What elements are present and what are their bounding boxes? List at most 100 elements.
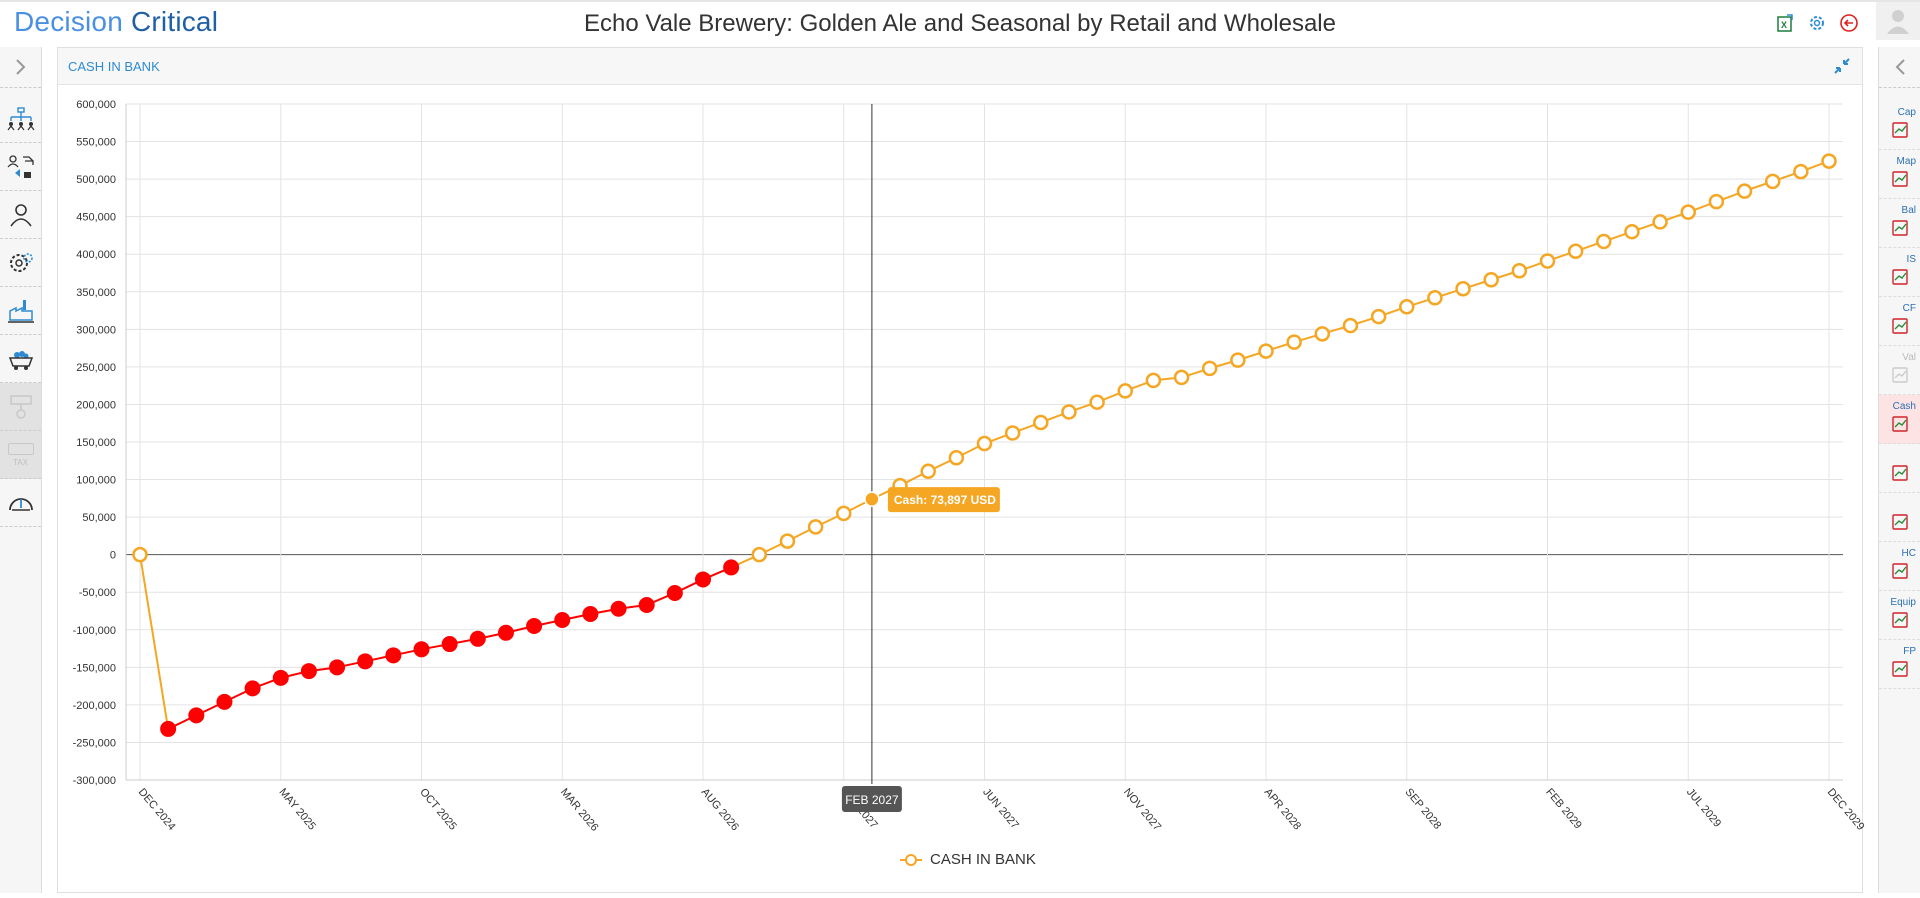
- data-point[interactable]: [1624, 223, 1640, 240]
- data-point[interactable]: [1652, 214, 1668, 230]
- data-point[interactable]: [1596, 233, 1612, 250]
- data-point[interactable]: [357, 653, 374, 670]
- settings-icon[interactable]: [1806, 12, 1828, 34]
- data-point[interactable]: [1258, 343, 1274, 359]
- data-point[interactable]: [1370, 308, 1387, 325]
- map-icon[interactable]: Map: [1879, 150, 1920, 199]
- org-chart-icon[interactable]: [0, 95, 41, 143]
- data-point[interactable]: [1708, 193, 1725, 210]
- data-point[interactable]: [948, 450, 965, 466]
- balance-sheet-icon[interactable]: Bal: [1879, 199, 1920, 248]
- expand-right-sidebar-button[interactable]: [1879, 47, 1920, 88]
- data-point[interactable]: [1314, 326, 1331, 342]
- data-point[interactable]: [329, 659, 346, 676]
- data-point[interactable]: [779, 533, 796, 549]
- income-statement-icon[interactable]: IS: [1879, 248, 1920, 297]
- data-point[interactable]: [469, 630, 486, 647]
- data-point[interactable]: [1680, 204, 1696, 220]
- financial-plan-icon[interactable]: FP: [1879, 640, 1920, 689]
- data-point[interactable]: [1173, 369, 1190, 386]
- data-point[interactable]: [1483, 272, 1499, 288]
- data-point[interactable]: [695, 571, 711, 588]
- data-point[interactable]: [272, 669, 289, 686]
- legend-marker-icon: [900, 853, 922, 866]
- data-point[interactable]: [1821, 153, 1837, 169]
- chart-legend[interactable]: CASH IN BANK: [900, 851, 1036, 868]
- data-point[interactable]: [1117, 383, 1133, 399]
- assets-icon[interactable]: [0, 383, 41, 431]
- data-point[interactable]: [610, 600, 627, 617]
- data-point[interactable]: [300, 663, 317, 680]
- y-tick-label: -200,000: [73, 700, 116, 712]
- cap-table-icon[interactable]: Cap: [1879, 101, 1920, 150]
- data-point[interactable]: [132, 546, 148, 563]
- data-point[interactable]: [1427, 290, 1443, 306]
- data-point[interactable]: [1201, 360, 1218, 377]
- dashboard-gauge-icon[interactable]: [0, 479, 41, 527]
- y-tick-label: -300,000: [73, 775, 116, 787]
- settings-gear-icon[interactable]: [0, 239, 41, 287]
- headcount-chart-icon[interactable]: HC: [1879, 542, 1920, 591]
- data-point[interactable]: [413, 641, 430, 658]
- cash-chart-icon[interactable]: Cash: [1879, 395, 1920, 444]
- x-tick-label: DEC 2024: [136, 786, 178, 833]
- data-point[interactable]: [751, 546, 768, 563]
- excel-export-icon[interactable]: X: [1774, 12, 1796, 34]
- data-point[interactable]: [1567, 243, 1584, 259]
- data-point[interactable]: [1004, 425, 1021, 441]
- expand-left-sidebar-button[interactable]: [0, 47, 41, 88]
- data-point[interactable]: [554, 612, 571, 629]
- data-point[interactable]: [1736, 183, 1753, 199]
- data-point[interactable]: [441, 636, 458, 653]
- data-point[interactable]: [638, 596, 655, 613]
- people-flow-icon[interactable]: [0, 143, 41, 191]
- legend-label: CASH IN BANK: [930, 851, 1036, 868]
- data-point[interactable]: [1399, 299, 1415, 315]
- data-point[interactable]: [188, 707, 205, 724]
- data-point-highlighted[interactable]: [864, 491, 880, 507]
- factory-icon[interactable]: [0, 287, 41, 335]
- data-point[interactable]: [1033, 414, 1049, 431]
- data-point[interactable]: [385, 647, 402, 664]
- data-point[interactable]: [526, 618, 543, 635]
- data-point[interactable]: [1145, 372, 1162, 389]
- data-point[interactable]: [920, 463, 936, 480]
- x-tick-label: AUG 2026: [699, 786, 741, 833]
- data-point[interactable]: [1342, 317, 1359, 334]
- logo[interactable]: Decision Critical: [14, 6, 218, 38]
- avatar[interactable]: [1876, 2, 1920, 40]
- valuation-icon[interactable]: Val: [1879, 346, 1920, 395]
- tax-icon[interactable]: TAX: [0, 431, 41, 479]
- data-point[interactable]: [666, 584, 683, 601]
- data-point[interactable]: [1764, 173, 1781, 190]
- data-point[interactable]: [216, 693, 233, 710]
- equipment-chart-icon[interactable]: Equip: [1879, 591, 1920, 640]
- data-point[interactable]: [1539, 253, 1556, 269]
- revenue-chart-icon[interactable]: [1879, 444, 1920, 493]
- data-point[interactable]: [976, 435, 993, 452]
- collapse-panel-button[interactable]: [1832, 56, 1852, 76]
- data-point[interactable]: [497, 624, 514, 641]
- mining-cart-icon[interactable]: [0, 335, 41, 383]
- x-tick-label: MAY 2025: [276, 786, 318, 832]
- cash-flow-icon[interactable]: CF: [1879, 297, 1920, 346]
- chevron-right-icon: [15, 59, 25, 75]
- right-sidebar-glyph: [1892, 318, 1908, 334]
- data-point[interactable]: [1793, 163, 1809, 180]
- back-icon[interactable]: [1838, 12, 1860, 34]
- data-point[interactable]: [1061, 404, 1077, 420]
- data-point[interactable]: [1286, 334, 1302, 350]
- data-point[interactable]: [836, 505, 852, 522]
- cost-chart-icon[interactable]: [1879, 493, 1920, 542]
- data-point[interactable]: [1455, 281, 1471, 297]
- data-point[interactable]: [582, 606, 599, 623]
- data-point[interactable]: [1230, 352, 1246, 368]
- data-point[interactable]: [807, 519, 824, 535]
- data-point[interactable]: [160, 720, 177, 737]
- data-point[interactable]: [723, 559, 740, 576]
- data-point[interactable]: [1089, 394, 1105, 410]
- data-point[interactable]: [244, 680, 261, 697]
- data-point[interactable]: [1511, 262, 1528, 279]
- chevron-left-icon: [1895, 59, 1905, 75]
- user-icon[interactable]: [0, 191, 41, 239]
